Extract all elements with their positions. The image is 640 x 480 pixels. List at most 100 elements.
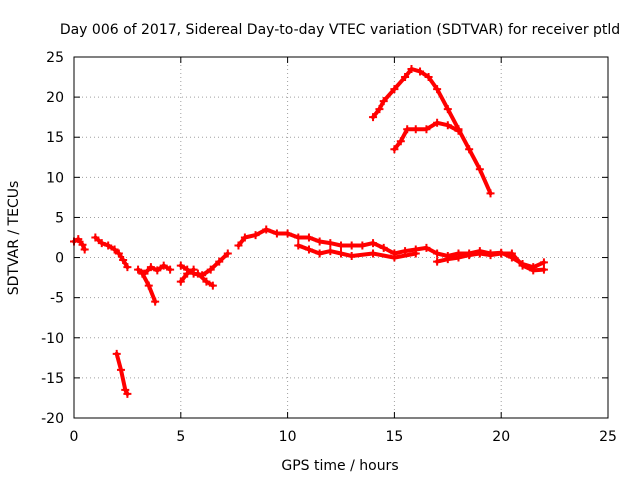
data-point-plus-marker — [337, 241, 345, 250]
series-arc-7 — [176, 265, 198, 286]
series-line — [72, 237, 87, 252]
y-axis-label: SDTVAR / TECUs — [6, 181, 22, 296]
data-point-plus-marker — [422, 125, 431, 134]
y-tick-label: 15 — [46, 130, 64, 146]
data-point-plus-marker — [390, 253, 399, 262]
data-point-plus-marker — [208, 281, 217, 290]
data-point-plus-marker — [390, 85, 399, 94]
series-arc-3 — [112, 349, 132, 398]
data-point-plus-marker — [424, 73, 433, 82]
data-point-plus-marker — [272, 229, 281, 238]
y-tick-label: 20 — [46, 90, 64, 106]
data-point-plus-marker — [215, 257, 224, 266]
data-point-plus-marker — [369, 239, 378, 248]
data-point-plus-marker — [433, 118, 442, 127]
data-point-plus-marker — [153, 266, 162, 275]
data-point-plus-marker — [119, 255, 128, 264]
data-point-plus-marker — [304, 233, 313, 242]
data-point-plus-marker — [465, 251, 474, 260]
series-arc-5 — [138, 269, 160, 306]
data-point-plus-marker — [486, 251, 495, 260]
data-point-plus-marker — [326, 239, 335, 248]
data-point-plus-marker — [347, 241, 356, 250]
x-axis-label: GPS time / hours — [281, 458, 398, 474]
data-point-plus-marker — [486, 189, 495, 198]
data-point-plus-marker — [390, 145, 399, 154]
x-tick-label: 5 — [176, 429, 185, 445]
series-arc-1 — [70, 235, 89, 254]
chart-title: Day 006 of 2017, Sidereal Day-to-day VTE… — [60, 22, 620, 38]
data-point-plus-marker — [121, 385, 130, 394]
data-point-plus-marker — [443, 105, 452, 114]
data-point-plus-marker — [112, 349, 121, 358]
data-point-plus-marker — [144, 281, 153, 290]
data-point-plus-marker — [202, 277, 211, 286]
series-line — [371, 67, 493, 196]
data-point-plus-marker — [104, 241, 113, 250]
data-point-plus-marker — [78, 240, 87, 249]
data-point-plus-marker — [123, 263, 132, 272]
data-point-plus-marker — [176, 261, 185, 270]
series-layer — [70, 65, 548, 398]
data-point-plus-marker — [138, 269, 147, 278]
x-tick-label: 20 — [492, 429, 510, 445]
data-point-plus-marker — [416, 67, 425, 76]
data-point-plus-marker — [116, 365, 125, 374]
data-point-plus-marker — [234, 241, 243, 250]
data-point-plus-marker — [251, 231, 260, 240]
series-line — [236, 227, 546, 270]
data-point-plus-marker — [151, 297, 160, 306]
data-point-plus-marker — [375, 105, 384, 114]
y-tick-label: -20 — [41, 411, 64, 427]
data-point-plus-marker — [91, 233, 100, 242]
data-point-plus-marker — [123, 389, 132, 398]
series-arc-12 — [369, 65, 495, 198]
data-point-plus-marker — [223, 249, 232, 258]
data-point-plus-marker — [411, 125, 420, 134]
data-point-plus-marker — [422, 243, 431, 252]
y-tick-label: 25 — [46, 50, 64, 66]
data-point-plus-marker — [465, 145, 474, 154]
data-point-plus-marker — [401, 73, 410, 82]
data-point-plus-marker — [433, 257, 442, 266]
data-point-plus-marker — [110, 245, 119, 254]
data-point-plus-marker — [497, 249, 506, 258]
data-point-plus-marker — [304, 245, 313, 254]
data-point-plus-marker — [183, 269, 192, 278]
data-point-plus-marker — [134, 265, 143, 274]
y-tick-label: -5 — [50, 291, 64, 307]
data-point-plus-marker — [240, 233, 249, 242]
data-point-plus-marker — [315, 237, 324, 246]
data-point-plus-marker — [379, 243, 388, 252]
data-point-plus-marker — [518, 261, 527, 270]
data-point-plus-marker — [443, 121, 452, 130]
data-point-plus-marker — [262, 225, 271, 234]
data-point-plus-marker — [411, 249, 420, 258]
data-point-plus-marker — [539, 265, 548, 274]
data-point-plus-marker — [475, 249, 484, 258]
data-point-plus-marker — [326, 247, 335, 256]
x-tick-label: 25 — [599, 429, 617, 445]
tick-layer: 0 5 10 15 20 25 -20 -15 -10 -5 0 5 10 15 20 25 — [41, 50, 617, 445]
y-tick-label: -15 — [41, 371, 64, 387]
data-point-plus-marker — [206, 265, 215, 274]
data-point-plus-marker — [407, 65, 416, 74]
x-tick-label: 0 — [70, 429, 79, 445]
series-arc-13 — [390, 118, 463, 154]
series-line — [114, 351, 130, 396]
data-point-plus-marker — [443, 255, 452, 264]
data-point-plus-marker — [176, 277, 185, 286]
data-point-plus-marker — [369, 113, 378, 122]
data-point-plus-marker — [283, 229, 292, 238]
data-point-plus-marker — [337, 249, 345, 258]
series-arc-2 — [91, 233, 132, 272]
data-point-plus-marker — [403, 125, 412, 134]
data-point-plus-marker — [193, 269, 202, 278]
series-arc-4 — [134, 261, 175, 278]
data-point-plus-marker — [97, 239, 106, 248]
data-point-plus-marker — [433, 85, 442, 94]
x-tick-label: 10 — [279, 429, 297, 445]
data-point-plus-marker — [347, 251, 356, 260]
x-tick-label: 15 — [385, 429, 403, 445]
